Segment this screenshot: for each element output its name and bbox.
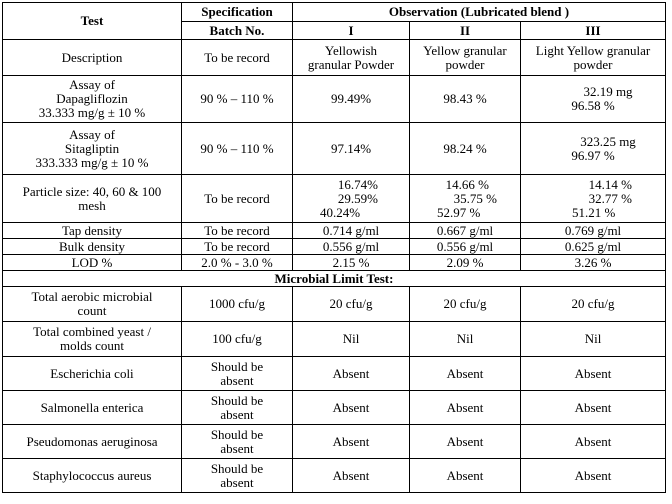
table-row: Total combined yeast / molds count 100 cf… — [2, 321, 666, 357]
table-row: Bulk density To be record 0.556 g/ml 0.5… — [2, 238, 666, 255]
observation-table: Test Specification Observation (Lubricat… — [2, 2, 666, 493]
spec-value: Should be absent — [181, 458, 293, 493]
table-row: Total aerobic microbial count 1000 cfu/g … — [2, 286, 666, 322]
test-name: Tap density — [2, 222, 182, 239]
batch-3-value: 20 cfu/g — [520, 286, 666, 322]
table-row: Pseudomonas aeruginosa Should be absent A… — [2, 424, 666, 459]
test-name: Total combined yeast / molds count — [2, 321, 182, 357]
batch-1-value: Absent — [292, 390, 410, 425]
header-batch-2: II — [409, 21, 521, 40]
header-test: Test — [2, 2, 182, 40]
spec-value: Should be absent — [181, 390, 293, 425]
batch-3-value: Absent — [520, 424, 666, 459]
test-name: Bulk density — [2, 238, 182, 255]
batch-1-value: Absent — [292, 424, 410, 459]
test-name: LOD % — [2, 254, 182, 271]
spec-value: 100 cfu/g — [181, 321, 293, 357]
spec-value: 2.0 % - 3.0 % — [181, 254, 293, 271]
table-row: Particle size: 40, 60 & 100 mesh To be re… — [2, 174, 666, 223]
table-row: Salmonella enterica Should be absent Abse… — [2, 390, 666, 425]
batch-2-value: 2.09 % — [409, 254, 521, 271]
batch-3-value: 14.14 % 32.77 % 51.21 % — [520, 174, 666, 223]
table-row: Assay of Dapagliflozin 33.333 mg/g ± 10 % … — [2, 75, 666, 123]
header-observation: Observation (Lubricated blend ) — [292, 2, 666, 22]
test-name: Particle size: 40, 60 & 100 mesh — [2, 174, 182, 223]
test-name: Escherichia coli — [2, 356, 182, 391]
batch-2-value: 98.24 % — [409, 122, 521, 175]
batch-3-value: Absent — [520, 356, 666, 391]
batch-3-value: Absent — [520, 390, 666, 425]
batch-3-value: Absent — [520, 458, 666, 493]
batch-1-value: 2.15 % — [292, 254, 410, 271]
test-name: Description — [2, 39, 182, 76]
batch-3-value: 0.769 g/ml — [520, 222, 666, 239]
batch-2-value: Absent — [409, 356, 521, 391]
batch-1-value: Absent — [292, 356, 410, 391]
batch-3-value: Nil — [520, 321, 666, 357]
batch-3-value: 323.25 mg 96.97 % — [520, 122, 666, 175]
batch-1-value: 16.74% 29.59% 40.24% — [292, 174, 410, 223]
batch-2-value: Nil — [409, 321, 521, 357]
batch-2-value: 98.43 % — [409, 75, 521, 123]
batch-2-value: Yellow granular powder — [409, 39, 521, 76]
batch-1-value: Yellowish granular Powder — [292, 39, 410, 76]
table-row: Description To be record Yellowish granul… — [2, 39, 666, 76]
batch-1-value: 0.714 g/ml — [292, 222, 410, 239]
test-name: Total aerobic microbial count — [2, 286, 182, 322]
header-batch-1: I — [292, 21, 410, 40]
spec-value: Should be absent — [181, 356, 293, 391]
spec-value: 1000 cfu/g — [181, 286, 293, 322]
batch-1-value: Absent — [292, 458, 410, 493]
batch-2-value: Absent — [409, 458, 521, 493]
batch-1-value: Nil — [292, 321, 410, 357]
batch-2-value: 20 cfu/g — [409, 286, 521, 322]
test-name: Staphylococcus aureus — [2, 458, 182, 493]
header-batch-3: III — [520, 21, 666, 40]
test-name: Salmonella enterica — [2, 390, 182, 425]
spec-value: To be record — [181, 222, 293, 239]
table-row: Tap density To be record 0.714 g/ml 0.66… — [2, 222, 666, 239]
spec-value: 90 % – 110 % — [181, 75, 293, 123]
table-row: Assay of Sitagliptin 333.333 mg/g ± 10 % 9… — [2, 122, 666, 175]
batch-1-value: 97.14% — [292, 122, 410, 175]
batch-3-value: 32.19 mg 96.58 % — [520, 75, 666, 123]
spec-value: 90 % – 110 % — [181, 122, 293, 175]
header-batch-no: Batch No. — [181, 21, 293, 40]
batch-3-value: 3.26 % — [520, 254, 666, 271]
test-name: Assay of Sitagliptin 333.333 mg/g ± 10 % — [2, 122, 182, 175]
spec-value: To be record — [181, 39, 293, 76]
batch-2-value: 0.556 g/ml — [409, 238, 521, 255]
test-name: Assay of Dapagliflozin 33.333 mg/g ± 10 % — [2, 75, 182, 123]
batch-1-value: 0.556 g/ml — [292, 238, 410, 255]
batch-3-value: Light Yellow granular powder — [520, 39, 666, 76]
spec-value: Should be absent — [181, 424, 293, 459]
batch-1-value: 99.49% — [292, 75, 410, 123]
spec-value: To be record — [181, 174, 293, 223]
table-row: LOD % 2.0 % - 3.0 % 2.15 % 2.09 % 3.26 % — [2, 254, 666, 271]
batch-2-value: 14.66 % 35.75 % 52.97 % — [409, 174, 521, 223]
batch-2-value: 0.667 g/ml — [409, 222, 521, 239]
batch-3-value: 0.625 g/ml — [520, 238, 666, 255]
table-row: Staphylococcus aureus Should be absent Ab… — [2, 458, 666, 493]
test-name: Pseudomonas aeruginosa — [2, 424, 182, 459]
batch-2-value: Absent — [409, 390, 521, 425]
batch-2-value: Absent — [409, 424, 521, 459]
table-row: Escherichia coli Should be absent Absent … — [2, 356, 666, 391]
section-title-microbial: Microbial Limit Test: — [2, 270, 666, 287]
header-specification: Specification — [181, 2, 293, 22]
spec-value: To be record — [181, 238, 293, 255]
batch-1-value: 20 cfu/g — [292, 286, 410, 322]
